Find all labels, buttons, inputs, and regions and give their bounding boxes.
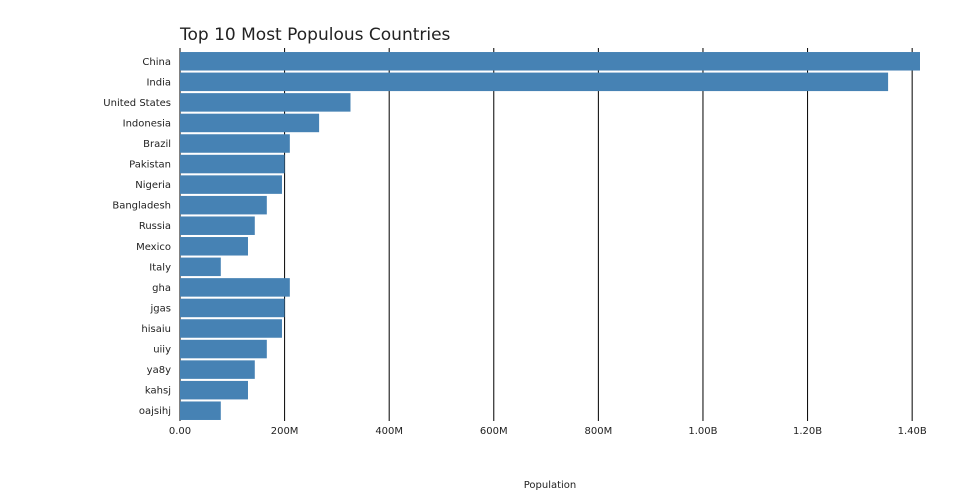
bar[interactable]	[180, 360, 255, 379]
x-tick-label: 1.40B	[898, 426, 927, 437]
bar[interactable]	[180, 380, 248, 400]
chart-title: Top 10 Most Populous Countries	[179, 25, 451, 45]
y-tick-label: oajsihj	[139, 406, 171, 417]
x-axis-title: Population	[524, 480, 577, 491]
y-tick-label: ya8y	[147, 365, 171, 376]
x-tick-label: 400M	[375, 426, 403, 437]
bar[interactable]	[180, 257, 221, 277]
y-tick-label: uiiy	[153, 345, 171, 356]
bar-layer	[180, 52, 920, 420]
y-tick-label: Bangladesh	[112, 201, 171, 212]
bar[interactable]	[180, 216, 255, 235]
bar[interactable]	[180, 113, 320, 133]
y-tick-label: kahsj	[145, 386, 171, 397]
bar[interactable]	[180, 134, 290, 153]
bar[interactable]	[180, 154, 285, 174]
x-tick-label: 1.00B	[688, 426, 717, 437]
y-tick-label: Pakistan	[129, 160, 171, 171]
y-tick-label: Indonesia	[123, 118, 171, 129]
bar[interactable]	[180, 298, 285, 318]
bar[interactable]	[180, 52, 920, 71]
x-tick-label: 1.20B	[793, 426, 822, 437]
bar[interactable]	[180, 93, 351, 112]
y-tick-label: United States	[103, 98, 171, 109]
y-tick-label: hisaiu	[141, 324, 171, 335]
y-tick-label: gha	[152, 283, 171, 294]
y-tick-label: India	[146, 77, 171, 88]
bar[interactable]	[180, 278, 290, 297]
x-tick-label: 600M	[480, 426, 508, 437]
x-tick-label: 200M	[271, 426, 299, 437]
x-tick-label: 0.00	[169, 426, 191, 437]
bar[interactable]	[180, 237, 248, 256]
x-tick-layer: 0.00 200M 400M 600M 800M 1.00B 1.20B 1.40B	[169, 426, 927, 437]
y-tick-label: Russia	[139, 221, 171, 232]
y-tick-label: China	[142, 57, 171, 68]
bar[interactable]	[180, 175, 282, 194]
bar[interactable]	[180, 319, 282, 338]
bar[interactable]	[180, 339, 267, 359]
y-tick-label: Nigeria	[135, 180, 171, 191]
y-tick-layer: China India United States Indonesia Brazil Pa…	[103, 57, 171, 417]
x-tick-label: 800M	[585, 426, 613, 437]
y-tick-label: Mexico	[136, 242, 171, 253]
y-tick-label: Italy	[149, 262, 171, 273]
bar[interactable]	[180, 195, 267, 215]
y-tick-label: Brazil	[143, 139, 171, 150]
bar[interactable]	[180, 72, 889, 92]
bar[interactable]	[180, 401, 221, 420]
y-tick-label: jgas	[150, 303, 171, 314]
